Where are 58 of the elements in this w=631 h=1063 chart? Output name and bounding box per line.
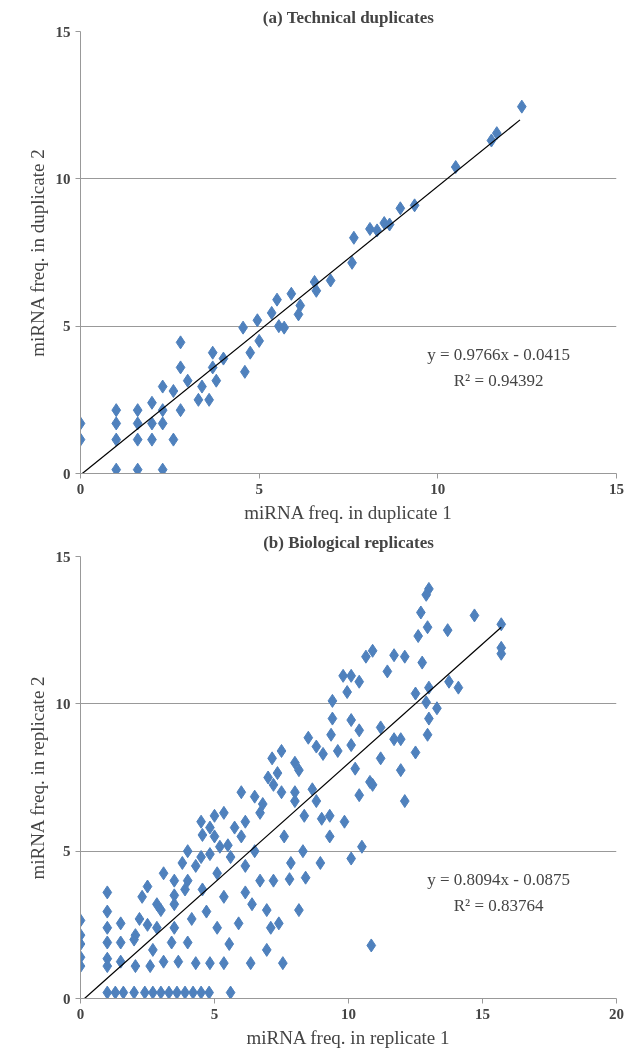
point	[168, 383, 179, 398]
x-tick-label: 5	[255, 480, 263, 497]
point	[395, 201, 406, 216]
point	[132, 416, 143, 431]
point	[252, 313, 263, 328]
point	[157, 462, 168, 474]
point	[111, 403, 122, 418]
point	[132, 432, 143, 447]
point	[168, 432, 179, 447]
annotation: R² = 0.83764	[453, 896, 544, 916]
point	[491, 126, 502, 141]
point	[245, 345, 256, 360]
point	[111, 416, 122, 431]
point	[279, 320, 290, 335]
y-axis-title: miRNA freq. in replicate 2	[26, 676, 48, 880]
annotation: y = 0.9766x - 0.0415	[427, 344, 570, 364]
y-tick-label: 15	[55, 23, 71, 40]
x-tick-label: 20	[609, 1005, 624, 1022]
point	[175, 360, 186, 375]
x-tick-label: 0	[76, 480, 85, 497]
x-axis-title: miRNA freq. in replicate 1	[246, 1026, 450, 1048]
x-tick-label: 5	[210, 1005, 219, 1022]
y-tick-label: 0	[63, 465, 71, 482]
y-tick-label: 10	[55, 695, 71, 712]
point	[111, 432, 122, 447]
y-tick-label: 10	[55, 170, 71, 187]
x-tick-label: 10	[430, 480, 446, 497]
point	[175, 335, 186, 350]
annotation: R² = 0.94392	[453, 371, 544, 391]
y-tick-label: 0	[63, 990, 71, 1007]
point	[286, 286, 297, 301]
point	[132, 462, 143, 474]
x-tick-label: 15	[475, 1005, 490, 1022]
x-tick-label: 0	[76, 1005, 85, 1022]
point	[311, 283, 322, 298]
chart-title: (a) Technical duplicates	[262, 7, 435, 27]
point	[182, 373, 193, 388]
y-tick-label: 5	[63, 843, 71, 860]
y-axis-title: miRNA freq. in duplicate 2	[26, 149, 48, 357]
point	[295, 298, 306, 313]
y-tick-label: 5	[63, 318, 71, 335]
point	[175, 403, 186, 418]
annotation: y = 0.8094x - 0.0875	[427, 869, 570, 889]
x-tick-label: 10	[341, 1005, 356, 1022]
point	[325, 273, 336, 288]
x-tick-label: 15	[609, 480, 624, 497]
y-tick-label: 15	[55, 548, 71, 565]
point	[211, 373, 222, 388]
point	[157, 379, 168, 394]
point	[157, 416, 168, 431]
chart-title: (b) Biological replicates	[263, 532, 435, 552]
point	[516, 99, 527, 114]
point	[111, 462, 122, 474]
point	[207, 345, 218, 360]
point	[193, 392, 204, 407]
x-axis-title: miRNA freq. in duplicate 1	[244, 501, 452, 523]
point	[266, 305, 277, 320]
point	[132, 403, 143, 418]
